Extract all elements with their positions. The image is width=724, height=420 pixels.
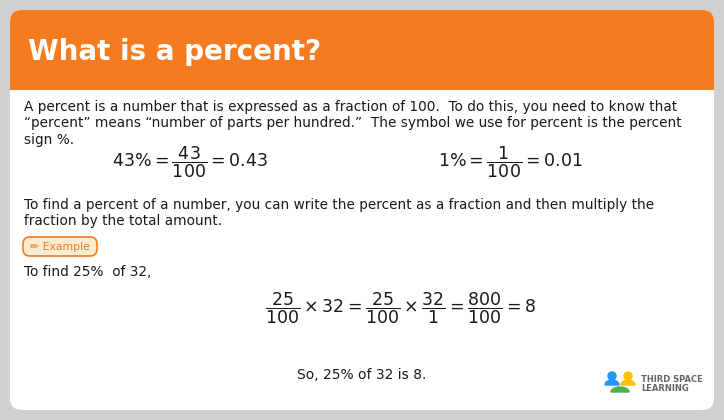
- Polygon shape: [611, 387, 629, 392]
- Text: “percent” means “number of parts per hundred.”  The symbol we use for percent is: “percent” means “number of parts per hun…: [24, 116, 681, 131]
- Text: To find 25%  of 32,: To find 25% of 32,: [24, 265, 151, 279]
- Text: $\dfrac{25}{100} \times 32 = \dfrac{25}{100} \times \dfrac{32}{1} = \dfrac{800}{: $\dfrac{25}{100} \times 32 = \dfrac{25}{…: [264, 290, 536, 326]
- Circle shape: [624, 372, 632, 380]
- Text: What is a percent?: What is a percent?: [28, 38, 321, 66]
- Text: fraction by the total amount.: fraction by the total amount.: [24, 215, 222, 228]
- Text: sign %.: sign %.: [24, 133, 74, 147]
- Text: ✏ Example: ✏ Example: [30, 241, 90, 252]
- Polygon shape: [605, 380, 619, 385]
- Text: To find a percent of a number, you can write the percent as a fraction and then : To find a percent of a number, you can w…: [24, 198, 654, 212]
- Text: $43\% = \dfrac{43}{100} = 0.43$: $43\% = \dfrac{43}{100} = 0.43$: [112, 144, 268, 180]
- FancyBboxPatch shape: [10, 10, 714, 410]
- Text: So, 25% of 32 is 8.: So, 25% of 32 is 8.: [298, 368, 426, 382]
- Text: THIRD SPACE: THIRD SPACE: [641, 375, 703, 384]
- Bar: [10, 55, 714, 90]
- Circle shape: [608, 372, 616, 380]
- Text: LEARNING: LEARNING: [641, 384, 689, 393]
- Polygon shape: [621, 380, 635, 385]
- FancyBboxPatch shape: [10, 10, 714, 90]
- Text: A percent is a number that is expressed as a fraction of 100.  To do this, you n: A percent is a number that is expressed …: [24, 100, 677, 114]
- FancyBboxPatch shape: [23, 237, 97, 256]
- Text: $1\% = \dfrac{1}{100} = 0.01$: $1\% = \dfrac{1}{100} = 0.01$: [438, 144, 582, 180]
